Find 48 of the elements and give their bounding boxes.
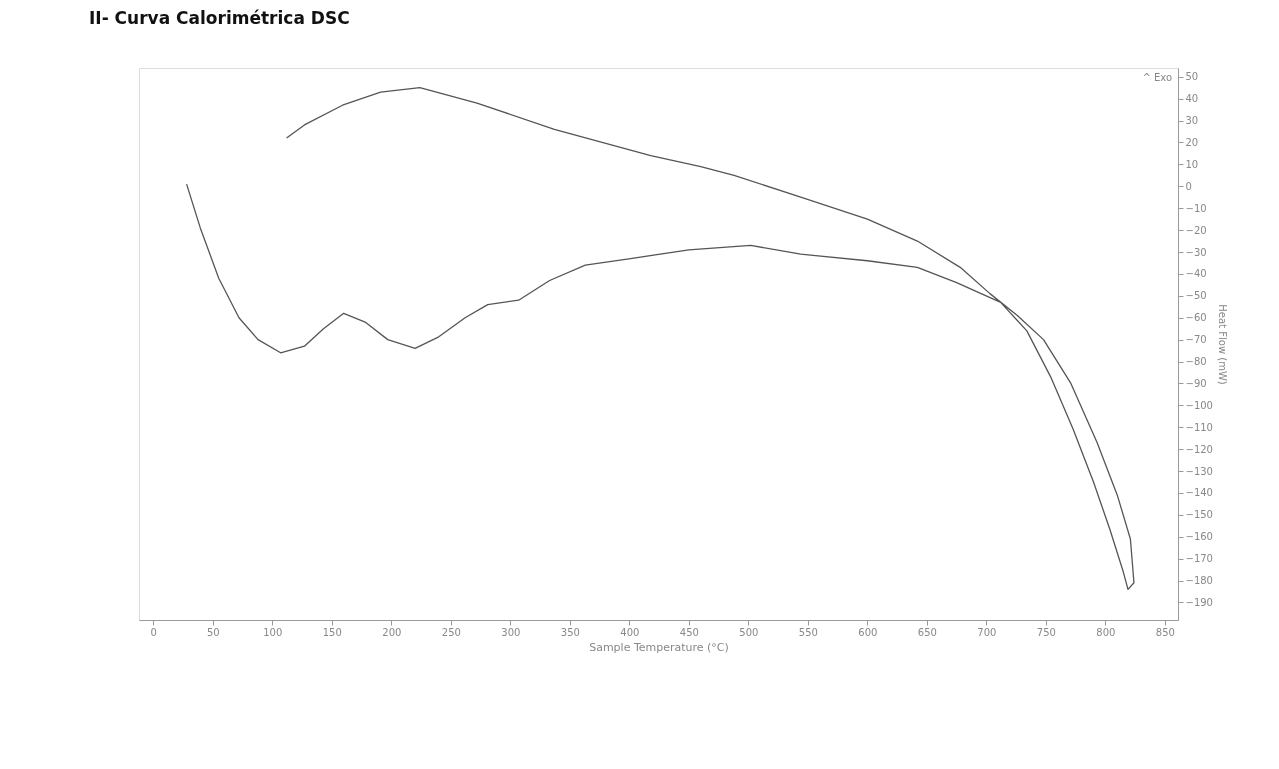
y-tick-label: −180 [1185, 575, 1213, 587]
y-tick-label: −130 [1185, 465, 1213, 477]
y-tick-label: −30 [1185, 246, 1207, 258]
x-tick-label: 600 [858, 626, 878, 638]
y-tick-label: 0 [1185, 180, 1192, 192]
y-tick-label: 10 [1185, 158, 1199, 170]
x-tick-label: 300 [501, 626, 521, 638]
y-tick-label: 50 [1185, 71, 1199, 83]
y-tick-label: 20 [1185, 136, 1199, 148]
y-tick-label: −40 [1185, 268, 1207, 280]
line-series [185, 87, 1135, 590]
y-tick-label: −150 [1185, 509, 1213, 521]
y-tick-label: −140 [1185, 487, 1213, 499]
y-tick-label: −80 [1185, 356, 1207, 368]
x-tick-label: 250 [441, 626, 461, 638]
y-axis-title: Heat Flow (mW) [1216, 304, 1228, 385]
x-tick-label: 550 [798, 626, 818, 638]
y-tick-label: −50 [1185, 290, 1207, 302]
annotation: ^ Exo [1142, 72, 1172, 83]
y-tick-label: 40 [1185, 93, 1199, 105]
y-tick-label: −120 [1185, 443, 1213, 455]
y-tick-label: −170 [1185, 553, 1213, 565]
x-tick-label: 350 [560, 626, 580, 638]
x-tick-label: 450 [679, 626, 699, 638]
y-tick-label: −110 [1185, 421, 1213, 433]
y-tick-label: 30 [1185, 115, 1199, 127]
y-tick-label: −10 [1185, 202, 1207, 214]
x-tick-label: 800 [1096, 626, 1116, 638]
x-tick-label: 750 [1036, 626, 1056, 638]
y-tick-label: −20 [1185, 224, 1207, 236]
x-tick-label: 400 [620, 626, 640, 638]
x-tick-label: 200 [382, 626, 402, 638]
chart-title: II- Curva Calorimétrica DSC [89, 8, 350, 28]
y-tick-label: −60 [1185, 312, 1207, 324]
x-tick-label: 650 [917, 626, 937, 638]
x-tick-label: 850 [1155, 626, 1175, 638]
x-tick-label: 0 [150, 626, 157, 638]
x-tick-label: 700 [977, 626, 997, 638]
x-tick-label: 50 [206, 626, 220, 638]
y-tick-label: −160 [1185, 531, 1213, 543]
y-tick-label: −190 [1185, 596, 1213, 608]
y-tick-label: −100 [1185, 399, 1213, 411]
x-tick-label: 500 [739, 626, 759, 638]
y-tick-label: −90 [1185, 377, 1207, 389]
x-axis-title: Sample Temperature (°C) [589, 640, 729, 654]
x-tick-label: 150 [322, 626, 342, 638]
y-tick-label: −70 [1185, 334, 1207, 346]
x-tick-label: 100 [263, 626, 283, 638]
